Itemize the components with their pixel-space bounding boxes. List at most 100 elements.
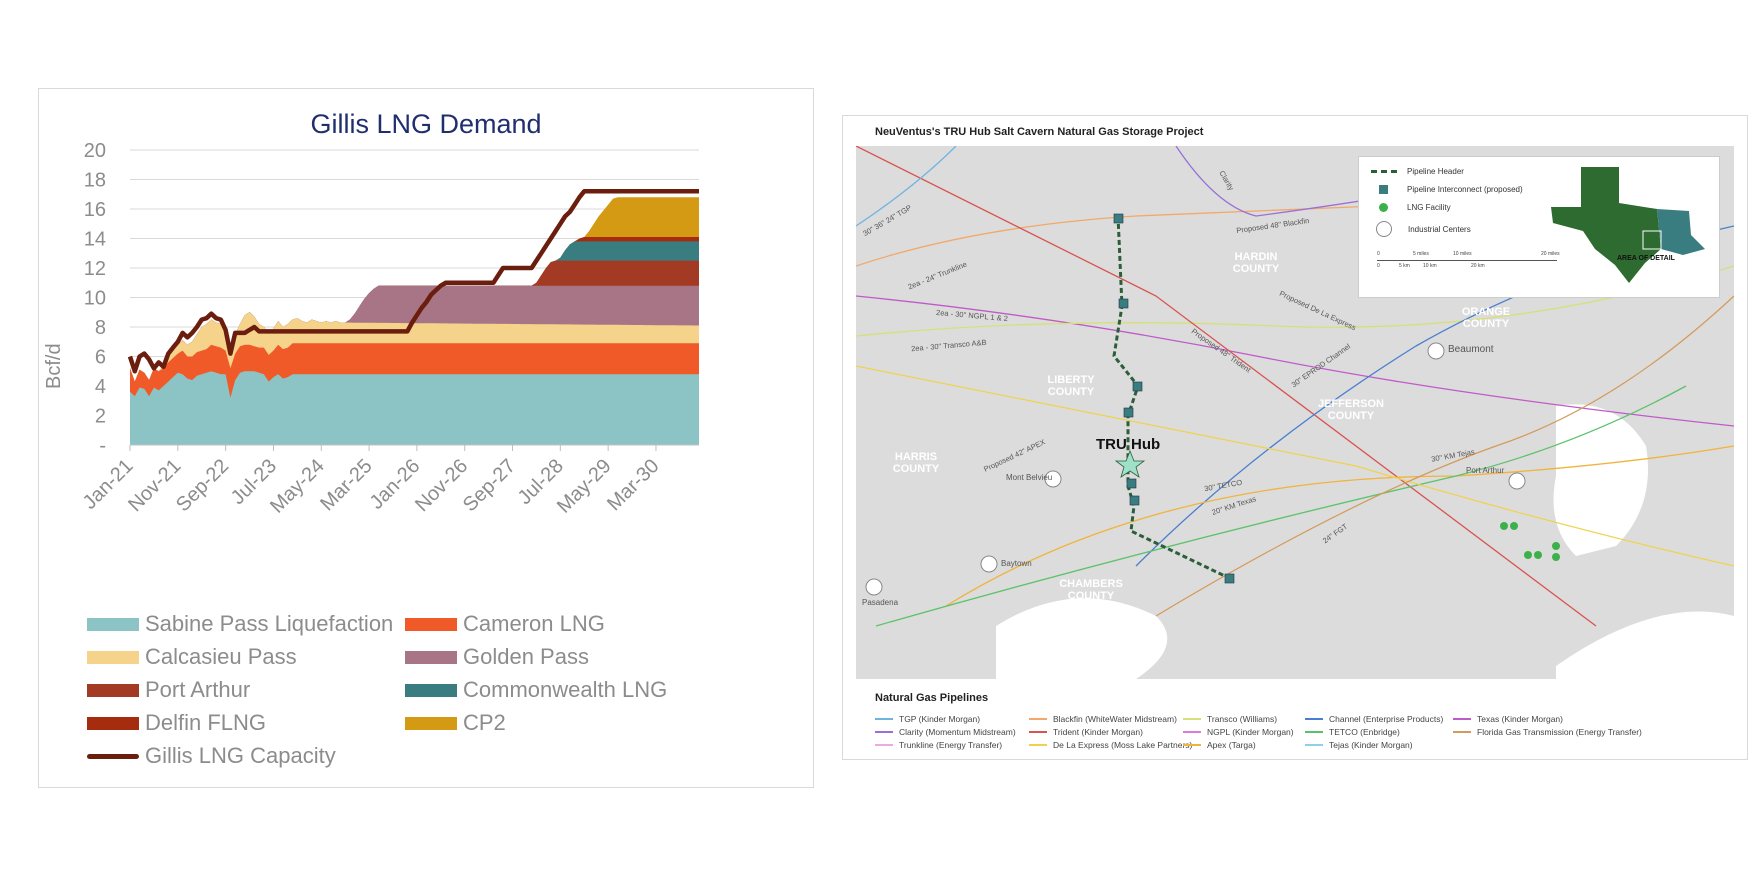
legend-label: Golden Pass bbox=[463, 644, 589, 669]
legend-swatch bbox=[87, 683, 139, 697]
pipeline-swatch bbox=[1305, 744, 1323, 746]
interconnect-marker bbox=[1132, 381, 1143, 392]
legend-item: Gillis LNG Capacity bbox=[87, 741, 336, 771]
ring-icon bbox=[1376, 221, 1392, 237]
pipeline-swatch bbox=[1029, 731, 1047, 733]
pipeline-legend-item: Florida Gas Transmission (Energy Transfe… bbox=[1453, 727, 1642, 737]
pipeline-trident bbox=[856, 146, 1597, 627]
louisiana-shape bbox=[1657, 209, 1705, 255]
inset-legend-item: Industrial Centers bbox=[1371, 221, 1471, 237]
lng-facility-marker bbox=[1510, 522, 1518, 530]
pipeline-legend-item: Texas (Kinder Morgan) bbox=[1453, 714, 1563, 724]
pipeline-transco bbox=[856, 265, 1734, 337]
legend-label: Cameron LNG bbox=[463, 611, 605, 636]
y-tick-label: 4 bbox=[95, 376, 106, 398]
industrial-center-marker bbox=[865, 578, 883, 596]
pipeline-legend-item: TGP (Kinder Morgan) bbox=[875, 714, 980, 724]
y-tick-label: 6 bbox=[95, 347, 106, 369]
legend-label: Sabine Pass Liquefaction bbox=[145, 611, 394, 636]
y-tick-label: 20 bbox=[84, 140, 106, 162]
capacity-line bbox=[127, 189, 699, 374]
city-label: Beaumont bbox=[1448, 344, 1494, 355]
pipeline-legend-item: De La Express (Moss Lake Partners) bbox=[1029, 740, 1192, 750]
gulf-water bbox=[1556, 611, 1734, 679]
pipeline-legend-item: Apex (Targa) bbox=[1183, 740, 1256, 750]
legend-swatch bbox=[87, 617, 139, 631]
pipeline-texas bbox=[856, 295, 1734, 427]
pipeline-swatch bbox=[875, 731, 893, 733]
interconnect-marker bbox=[1113, 213, 1124, 224]
industrial-center-marker bbox=[980, 555, 998, 573]
county-label: HARDIN COUNTY bbox=[1232, 251, 1280, 275]
legend-label: Commonwealth LNG bbox=[463, 677, 668, 702]
pipeline-header bbox=[1112, 215, 1230, 580]
tru-hub-star-icon bbox=[1114, 449, 1146, 478]
inset-legend-item: LNG Facility bbox=[1371, 203, 1451, 212]
map-panel: NeuVentus's TRU Hub Salt Cavern Natural … bbox=[842, 115, 1748, 760]
county-label: ORANGE COUNTY bbox=[1461, 306, 1511, 330]
x-tick-label: Mar-25 bbox=[316, 455, 376, 515]
square-icon bbox=[1379, 185, 1388, 194]
y-tick-label: 10 bbox=[84, 288, 106, 310]
pipeline-swatch bbox=[1305, 718, 1323, 720]
texas-louisiana-locator bbox=[1551, 167, 1705, 283]
legend-label: CP2 bbox=[463, 710, 506, 735]
pipeline-tgp bbox=[856, 146, 957, 227]
pipeline-legend-item: Clarity (Momentum Midstream) bbox=[875, 727, 1016, 737]
city-label: Baytown bbox=[1001, 559, 1032, 568]
interconnect-marker bbox=[1224, 573, 1235, 584]
map-inset-legend: Pipeline Header Pipeline Interconnect (p… bbox=[1358, 156, 1720, 298]
pipeline-swatch bbox=[1029, 744, 1047, 746]
pipeline-legend-item: Trident (Kinder Morgan) bbox=[1029, 727, 1143, 737]
x-tick-label: May-29 bbox=[553, 455, 616, 518]
pipeline-swatch bbox=[1453, 718, 1471, 720]
legend-item: Calcasieu Pass bbox=[87, 642, 297, 672]
legend-swatch bbox=[405, 683, 457, 697]
pipeline-legend-item: Channel (Enterprise Products) bbox=[1305, 714, 1443, 724]
pipeline-legend-item: Tejas (Kinder Morgan) bbox=[1305, 740, 1413, 750]
interconnect-marker bbox=[1129, 495, 1140, 506]
pipelines-legend-title: Natural Gas Pipelines bbox=[875, 692, 989, 704]
circle-icon bbox=[1379, 203, 1388, 212]
lng-facility-marker bbox=[1524, 551, 1532, 559]
city-label: Pasadena bbox=[862, 598, 899, 607]
pipeline-fgt bbox=[1155, 295, 1734, 617]
x-tick-label: Nov-21 bbox=[124, 455, 185, 516]
lng-facility-marker bbox=[1534, 551, 1542, 559]
legend-item: Golden Pass bbox=[405, 642, 589, 672]
map-pipelines bbox=[856, 146, 1734, 679]
legend-swatch bbox=[405, 716, 457, 730]
legend-swatch bbox=[405, 617, 457, 631]
legend-item: Port Arthur bbox=[87, 675, 250, 705]
pipeline-swatch bbox=[1029, 718, 1047, 720]
lng-facility-marker bbox=[1552, 542, 1560, 550]
pipeline-legend-item: Transco (Williams) bbox=[1183, 714, 1277, 724]
legend-item: CP2 bbox=[405, 708, 506, 738]
pipeline-swatch bbox=[1183, 744, 1201, 746]
inset-legend-item: Pipeline Interconnect (proposed) bbox=[1371, 185, 1523, 194]
legend-swatch bbox=[87, 716, 139, 730]
scale-bar bbox=[1377, 260, 1557, 261]
interconnect-marker bbox=[1118, 298, 1129, 309]
x-tick-label: Sep-27 bbox=[459, 455, 520, 516]
pipeline-legend-item: NGPL (Kinder Morgan) bbox=[1183, 727, 1294, 737]
y-tick-label: 18 bbox=[84, 170, 106, 192]
pipeline-swatch bbox=[875, 718, 893, 720]
county-label: HARRIS COUNTY bbox=[892, 451, 940, 475]
pipeline-delaexpress bbox=[856, 365, 1734, 567]
map-title: NeuVentus's TRU Hub Salt Cavern Natural … bbox=[875, 126, 1204, 138]
y-tick-label: 2 bbox=[95, 406, 106, 428]
x-tick-label: May-24 bbox=[266, 455, 329, 518]
pipeline-blackfin bbox=[856, 205, 1377, 267]
x-tick-label: Nov-26 bbox=[411, 455, 472, 516]
y-tick-label: - bbox=[99, 435, 106, 457]
x-tick-label: Sep-22 bbox=[172, 455, 233, 516]
map-area: TRU Hub HARDIN COUNTY ORANGE COUNTY LIBE… bbox=[856, 146, 1734, 679]
galveston-bay bbox=[996, 598, 1168, 679]
pipeline-swatch bbox=[1183, 731, 1201, 733]
legend-swatch bbox=[405, 650, 457, 664]
texas-shape bbox=[1551, 167, 1661, 283]
pipeline-tetco bbox=[875, 385, 1687, 627]
interconnect-marker bbox=[1126, 478, 1137, 489]
chart-plot: -2468101214161820Jan-21Nov-21Sep-22Jul-2… bbox=[79, 140, 699, 518]
